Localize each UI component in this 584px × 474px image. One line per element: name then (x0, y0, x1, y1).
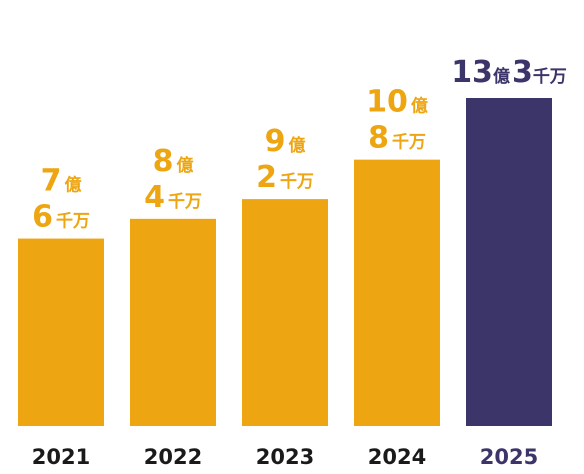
data-label-2023-line-2: 2 千万 (256, 160, 314, 195)
x-tick-label-2021: 2021 (32, 445, 90, 469)
data-label-2024-line-2: 8 千万 (368, 121, 426, 156)
x-tick-label-2025: 2025 (480, 445, 538, 469)
bar-2025 (466, 98, 552, 426)
data-label-2024-line-1: 10 億 (366, 85, 428, 120)
x-tick-label-2022: 2022 (144, 445, 202, 469)
bar-2022 (130, 218, 216, 426)
x-tick-label-2024: 2024 (368, 445, 426, 469)
data-label-2022-line-2: 4 千万 (144, 180, 202, 215)
x-tick-label-2023: 2023 (256, 445, 314, 469)
data-label-2025: 13億3千万 (451, 55, 567, 90)
bar-2021 (18, 238, 104, 426)
bar-2023 (242, 199, 328, 426)
data-label-2021-line-2: 6 千万 (32, 200, 90, 235)
bar-2024 (354, 159, 440, 427)
